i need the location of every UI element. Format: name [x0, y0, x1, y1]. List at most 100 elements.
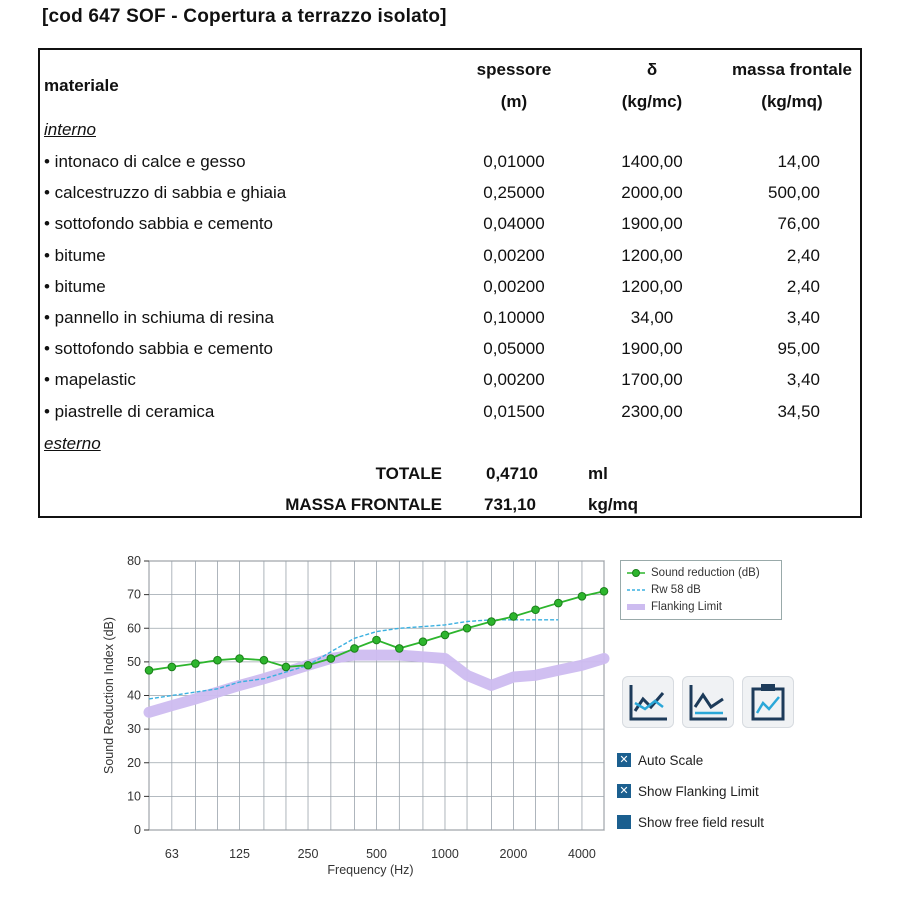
legend-item-sound-reduction: Sound reduction (dB): [627, 565, 760, 581]
material-massa: 76,00: [777, 214, 820, 234]
material-spessore: 0,01000: [483, 152, 545, 171]
x-axis-label: Frequency (Hz): [327, 863, 413, 877]
x-tick-label: 250: [298, 847, 319, 861]
chart-compare-button[interactable]: [682, 676, 734, 728]
page-title: [cod 647 SOF - Copertura a terrazzo isol…: [42, 6, 447, 27]
chart-export-button[interactable]: [742, 676, 794, 728]
chart-line-icon: [629, 685, 667, 721]
checkbox-checked-icon: ✕: [617, 784, 631, 798]
material-delta: 2000,00: [621, 183, 683, 203]
material-name: • bitume: [44, 276, 106, 296]
data-point: [213, 655, 222, 665]
y-tick-label: 80: [127, 554, 141, 568]
data-point: [487, 617, 496, 626]
data-point: [395, 644, 404, 653]
material-spessore: 0,10000: [483, 308, 545, 327]
data-point: [281, 662, 291, 672]
y-tick-label: 50: [127, 655, 141, 669]
material-massa: 3,40: [786, 370, 820, 390]
totale-unit: ml: [588, 464, 608, 483]
data-point: [191, 659, 200, 668]
totale-value: 0,4710: [486, 464, 538, 483]
legend-marker-flanking: [627, 604, 645, 610]
material-delta: 2300,00: [621, 401, 683, 421]
totale-label: TOTALE: [375, 464, 442, 483]
material-massa: 34,50: [777, 401, 820, 421]
x-tick-label: 63: [165, 847, 179, 861]
x-tick-label: 125: [229, 847, 250, 861]
data-point: [167, 662, 177, 672]
legend-item-flanking: Flanking Limit: [627, 599, 722, 615]
chart-export-icon: [751, 684, 785, 721]
material-spessore: 0,05000: [483, 339, 545, 359]
material-spessore: 0,00200: [483, 370, 545, 390]
material-spessore: 0,00200: [483, 276, 545, 296]
auto-scale-checkbox[interactable]: ✕ Auto Scale: [617, 750, 703, 770]
data-point: [554, 598, 563, 608]
y-tick-label: 20: [127, 756, 141, 770]
data-point: [418, 637, 428, 647]
header-delta: δ: [646, 60, 658, 79]
header-spessore: spessore: [476, 60, 552, 79]
massa-frontale-value: 731,10: [484, 495, 536, 514]
legend-label: Rw 58 dB: [651, 584, 701, 596]
massa-frontale-label: MASSA FRONTALE: [285, 495, 442, 514]
material-name: • calcestruzzo di sabbia e ghiaia: [44, 183, 287, 203]
show-flanking-limit-checkbox[interactable]: ✕ Show Flanking Limit: [617, 781, 759, 801]
checkbox-checked-icon: ✕: [617, 753, 631, 767]
material-delta: 1200,00: [621, 276, 683, 296]
x-tick-label: 1000: [431, 847, 459, 861]
material-spessore: 0,25000: [483, 183, 545, 203]
legend-marker-sound-reduction: [627, 569, 645, 577]
data-point: [599, 586, 609, 596]
data-point: [509, 612, 518, 621]
data-point: [326, 654, 336, 663]
data-point: [462, 623, 472, 633]
material-name: • pannello in schiuma di resina: [44, 308, 274, 327]
material-name: • mapelastic: [44, 370, 136, 390]
header-massa: massa frontale: [732, 60, 852, 79]
data-point: [144, 665, 154, 675]
legend-marker-rw: [627, 589, 645, 591]
material-massa: 95,00: [777, 339, 820, 359]
material-spessore: 0,00200: [483, 245, 545, 265]
data-point: [372, 635, 381, 645]
chart-legend: Sound reduction (dB) Rw 58 dB Flanking L…: [620, 560, 782, 620]
material-massa: 3,40: [786, 308, 820, 327]
material-name: • intonaco di calce e gesso: [44, 152, 246, 171]
material-name: • sottofondo sabbia e cemento: [44, 214, 273, 234]
series-flanking-limit: [143, 649, 610, 718]
material-name: • bitume: [44, 245, 106, 265]
header-delta-unit: (kg/mc): [621, 92, 683, 111]
checkbox-unchecked-icon: [617, 815, 631, 829]
material-delta: 1900,00: [621, 339, 683, 359]
chart-compare-icon: [689, 685, 727, 721]
data-point: [259, 655, 269, 665]
data-point: [440, 630, 450, 640]
option-label: Show free field result: [638, 814, 765, 830]
material-delta: 1900,00: [621, 214, 683, 234]
material-delta: 34,00: [630, 308, 674, 327]
option-label: Auto Scale: [638, 752, 704, 768]
data-point: [303, 660, 313, 670]
material-delta: 1700,00: [621, 370, 683, 390]
header-massa-unit: (kg/mq): [761, 92, 823, 111]
chart-line-button[interactable]: [622, 676, 674, 728]
y-tick-label: 0: [134, 823, 141, 837]
data-point: [235, 654, 244, 663]
y-axis-label: Sound Reduction Index (dB): [102, 617, 116, 774]
material-spessore: 0,01500: [483, 401, 545, 421]
y-tick-label: 10: [127, 789, 141, 803]
material-name: • piastrelle di ceramica: [44, 401, 215, 421]
materials-table: materiale spessore (m) δ (kg/mc) massa f…: [38, 48, 862, 518]
massa-frontale-unit: kg/mq: [588, 495, 639, 514]
material-delta: 1200,00: [621, 245, 683, 265]
material-spessore: 0,04000: [483, 214, 545, 234]
data-point: [531, 605, 540, 615]
x-tick-label: 4000: [568, 847, 596, 861]
legend-item-rw: Rw 58 dB: [627, 582, 701, 598]
material-massa: 14,00: [777, 152, 820, 171]
show-free-field-checkbox[interactable]: Show free field result: [617, 812, 764, 832]
data-point: [350, 644, 359, 653]
y-tick-label: 60: [127, 621, 141, 635]
